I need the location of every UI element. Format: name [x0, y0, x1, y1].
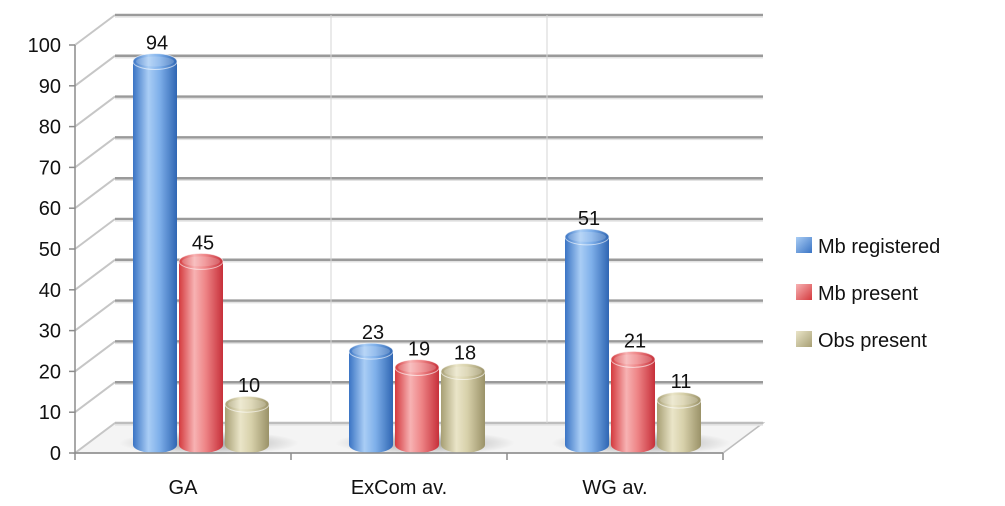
legend-entry: Obs present — [796, 330, 927, 352]
legend-entry: Mb present — [796, 283, 918, 305]
y-tick-label: 0 — [50, 443, 61, 465]
y-tick-label: 70 — [39, 157, 61, 179]
data-label: 18 — [454, 343, 476, 365]
bar — [610, 350, 656, 453]
legend-swatch — [796, 331, 812, 347]
gridline — [74, 299, 763, 332]
gridline — [74, 136, 763, 169]
y-tick-label: 100 — [28, 35, 61, 57]
data-label: 94 — [146, 32, 168, 54]
legend-swatch — [796, 237, 812, 253]
gridline — [74, 54, 763, 87]
bar — [656, 391, 702, 453]
data-label: 51 — [578, 208, 600, 230]
bar — [394, 358, 440, 453]
legend-swatch — [796, 284, 812, 300]
data-label: 19 — [408, 338, 430, 360]
y-tick-label: 90 — [39, 76, 61, 98]
gridline — [74, 13, 763, 46]
legend-label: Mb registered — [818, 236, 940, 258]
legend-label: Obs present — [818, 330, 927, 352]
bar — [224, 395, 270, 453]
y-tick-label: 80 — [39, 117, 61, 139]
y-tick-label: 50 — [39, 239, 61, 261]
data-label: 11 — [671, 371, 692, 393]
gridline — [74, 176, 763, 209]
gridline — [74, 95, 763, 128]
y-tick-label: 10 — [39, 402, 61, 424]
legend: Mb registered Mb present Obs present — [796, 236, 940, 352]
data-label: 45 — [192, 232, 214, 254]
legend-label: Mb present — [818, 283, 918, 305]
x-axis: GA ExCom av. WG av. — [74, 452, 724, 499]
data-label: 23 — [362, 322, 384, 344]
bar — [440, 363, 486, 453]
value-labels: 94 45 10 23 19 18 51 21 11 — [146, 32, 692, 397]
data-label: 10 — [238, 375, 260, 397]
bar — [178, 252, 224, 453]
x-tick-label: ExCom av. — [351, 477, 447, 499]
legend-entry: Mb registered — [796, 236, 940, 258]
bars — [119, 52, 731, 455]
y-axis: 0 10 20 30 40 50 60 70 80 90 100 — [28, 35, 76, 465]
gridline — [74, 217, 763, 250]
y-tick-label: 60 — [39, 198, 61, 220]
y-tick-label: 30 — [39, 321, 61, 343]
y-tick-label: 20 — [39, 361, 61, 383]
bar — [348, 342, 394, 453]
data-label: 21 — [624, 330, 646, 352]
gridline — [74, 258, 763, 291]
bar — [564, 228, 610, 453]
x-tick-label: GA — [169, 477, 199, 499]
bar — [132, 52, 178, 453]
x-tick-label: WG av. — [582, 477, 647, 499]
y-tick-label: 40 — [39, 280, 61, 302]
